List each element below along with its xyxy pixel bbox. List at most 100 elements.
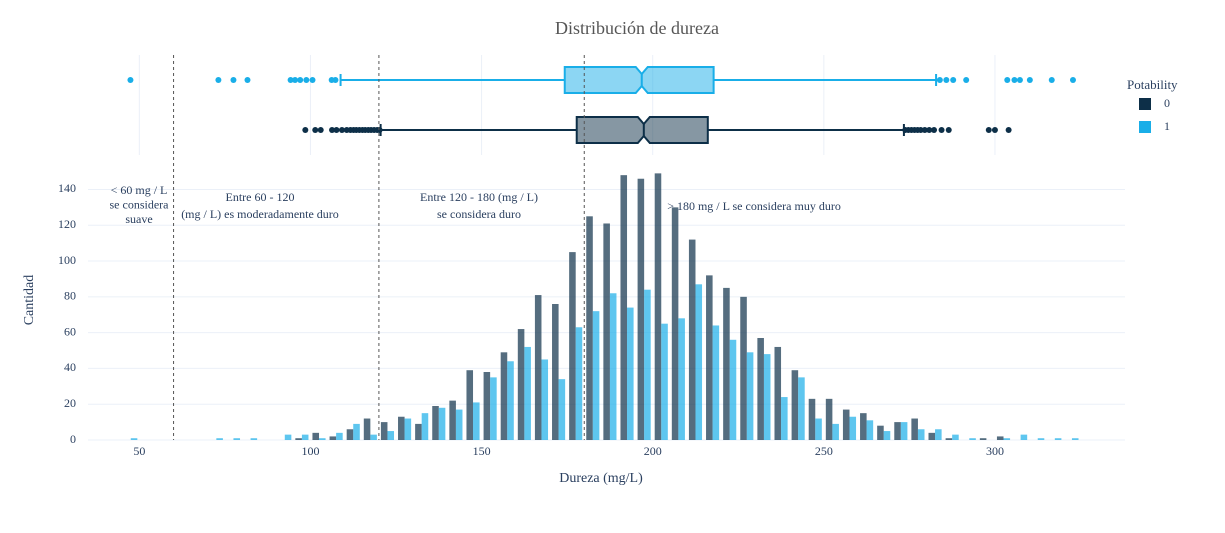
histogram-bar	[421, 413, 429, 440]
chart-title: Distribución de dureza	[555, 18, 719, 38]
histogram-bar	[404, 418, 412, 440]
histogram-bar	[842, 409, 850, 440]
box-outlier	[1004, 77, 1011, 83]
histogram-bar	[415, 423, 422, 440]
histogram-bar	[336, 432, 343, 440]
box-outlier	[215, 77, 222, 83]
histogram-bar	[483, 372, 491, 440]
histogram-bar	[935, 429, 942, 440]
box-outlier	[1069, 77, 1076, 83]
x-axis-title: Dureza (mg/L)	[559, 471, 643, 486]
histogram-bar	[979, 438, 987, 440]
histogram-bar	[541, 359, 549, 440]
histogram-bar	[319, 438, 326, 440]
histogram-bar	[534, 295, 542, 440]
box-body	[575, 116, 709, 144]
histogram-bar	[490, 377, 497, 440]
histogram-bar	[250, 438, 258, 440]
x-tick-label: 250	[815, 444, 833, 458]
box-outlier	[287, 77, 294, 83]
histogram-bar	[507, 361, 514, 440]
box-outlier	[926, 127, 933, 133]
histogram-bar	[894, 422, 901, 440]
histogram-bar	[552, 304, 559, 440]
annotation: suave	[125, 212, 152, 226]
box-outlier	[312, 127, 319, 133]
box-outlier	[329, 127, 336, 133]
histogram-bar	[1071, 438, 1079, 440]
legend-swatch	[1139, 121, 1151, 133]
histogram-bar	[620, 175, 628, 440]
histogram-bar	[695, 284, 703, 440]
histogram-bar	[586, 216, 593, 440]
histogram-bar	[569, 252, 576, 440]
histogram-bar	[517, 329, 525, 440]
histogram-bar	[644, 289, 651, 440]
histogram-bar	[387, 431, 395, 440]
box-outlier	[985, 127, 992, 133]
histogram-bar	[969, 438, 976, 440]
box-outlier	[938, 127, 945, 133]
box-outlier	[127, 77, 134, 83]
box-outlier	[309, 77, 316, 83]
histogram-bar	[398, 416, 405, 440]
histogram-bar	[798, 377, 805, 440]
histogram-bar	[301, 434, 309, 440]
y-tick-label: 60	[64, 324, 76, 338]
histogram-bar	[883, 431, 891, 440]
annotation: se considera duro	[437, 207, 521, 221]
histogram-bar	[637, 178, 645, 440]
box-outlier	[302, 127, 309, 133]
y-tick-label: 80	[64, 289, 76, 303]
histogram-bar	[757, 338, 764, 440]
histogram-bar	[911, 418, 918, 440]
histogram-bar	[860, 413, 867, 440]
histogram-bar	[791, 370, 799, 440]
box-outlier	[950, 77, 957, 83]
box-plot	[127, 66, 1076, 94]
box-outlier	[333, 127, 340, 133]
histogram-bar	[729, 339, 737, 440]
y-tick-label: 0	[70, 432, 76, 446]
histogram-bar	[353, 423, 360, 440]
histogram-bar	[832, 423, 839, 440]
histogram-bar	[295, 438, 302, 440]
histogram-bar	[558, 379, 566, 440]
box-plot	[302, 116, 1012, 144]
histogram-bar	[654, 173, 662, 441]
box-outlier	[1048, 77, 1055, 83]
annotation: > 180 mg / L se considera muy duro	[667, 199, 841, 213]
histogram-bar	[603, 223, 610, 440]
histogram-bar	[952, 434, 959, 440]
histogram-bar	[688, 239, 696, 440]
histogram-bar	[866, 420, 874, 440]
histogram-bar	[500, 352, 508, 440]
histogram-bar	[1054, 438, 1062, 440]
histogram-bar	[849, 416, 857, 440]
histogram-bar	[945, 438, 953, 440]
histogram-bar	[284, 434, 292, 440]
box-outlier	[230, 77, 237, 83]
box-outlier	[931, 127, 938, 133]
annotation: Entre 60 - 120	[226, 190, 295, 204]
histogram-bar	[380, 422, 388, 440]
box-outlier	[945, 127, 952, 133]
histogram-bar	[455, 409, 463, 440]
histogram-bar	[763, 354, 771, 440]
histogram-bar	[130, 438, 138, 440]
histogram-bar	[712, 325, 720, 440]
histogram-bar	[312, 432, 320, 440]
histogram-bar	[1003, 438, 1011, 440]
legend-title: Potability	[1127, 77, 1178, 92]
histogram-bar	[627, 307, 634, 440]
box-outlier	[317, 127, 324, 133]
box-outlier	[1005, 127, 1012, 133]
x-tick-label: 100	[301, 444, 319, 458]
legend-label: 0	[1164, 96, 1170, 110]
histogram-bar	[917, 429, 925, 440]
histogram-bar	[216, 438, 223, 440]
annotation: < 60 mg / L	[111, 183, 168, 197]
box-body	[563, 66, 715, 94]
annotation: se considera	[110, 197, 170, 211]
x-tick-label: 50	[133, 444, 145, 458]
